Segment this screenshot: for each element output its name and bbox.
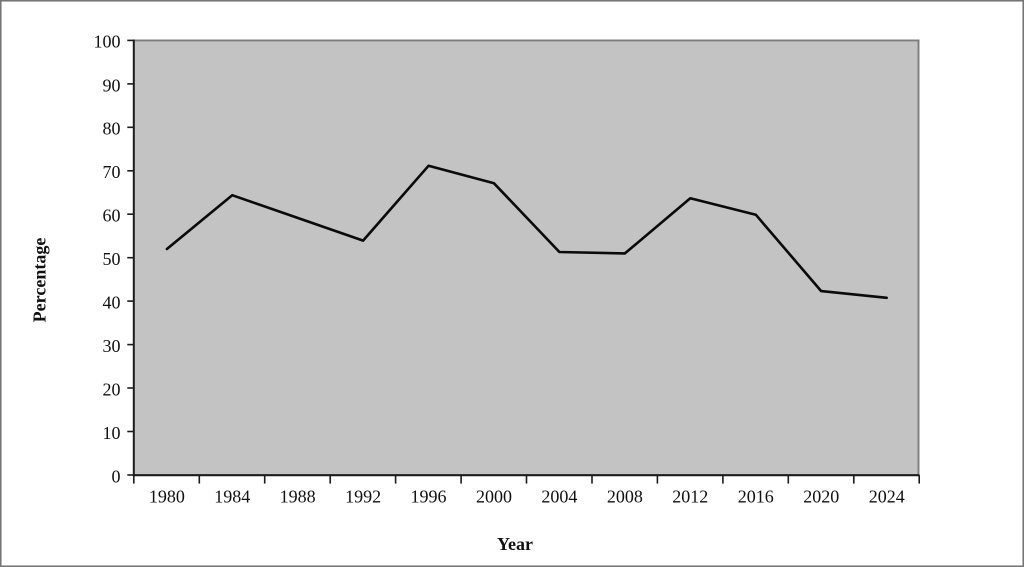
svg-text:2020: 2020 <box>803 487 839 507</box>
svg-text:1992: 1992 <box>345 487 381 507</box>
svg-text:50: 50 <box>103 249 121 269</box>
svg-text:1988: 1988 <box>280 487 316 507</box>
svg-text:2012: 2012 <box>672 487 708 507</box>
svg-text:100: 100 <box>94 32 121 52</box>
svg-text:20: 20 <box>103 379 121 399</box>
svg-text:Percentage: Percentage <box>30 238 50 323</box>
svg-text:1984: 1984 <box>214 487 250 507</box>
svg-text:70: 70 <box>103 162 121 182</box>
svg-text:2024: 2024 <box>869 487 905 507</box>
svg-text:30: 30 <box>103 336 121 356</box>
svg-text:10: 10 <box>103 423 121 443</box>
svg-text:2000: 2000 <box>476 487 512 507</box>
svg-text:60: 60 <box>103 206 121 226</box>
svg-text:1996: 1996 <box>411 487 447 507</box>
svg-text:80: 80 <box>103 119 121 139</box>
svg-text:90: 90 <box>103 75 121 95</box>
svg-text:40: 40 <box>103 293 121 313</box>
svg-text:2008: 2008 <box>607 487 643 507</box>
svg-text:2016: 2016 <box>738 487 774 507</box>
svg-text:0: 0 <box>112 466 121 486</box>
svg-text:1980: 1980 <box>149 487 185 507</box>
svg-text:Year: Year <box>497 534 533 554</box>
svg-text:2004: 2004 <box>541 487 577 507</box>
